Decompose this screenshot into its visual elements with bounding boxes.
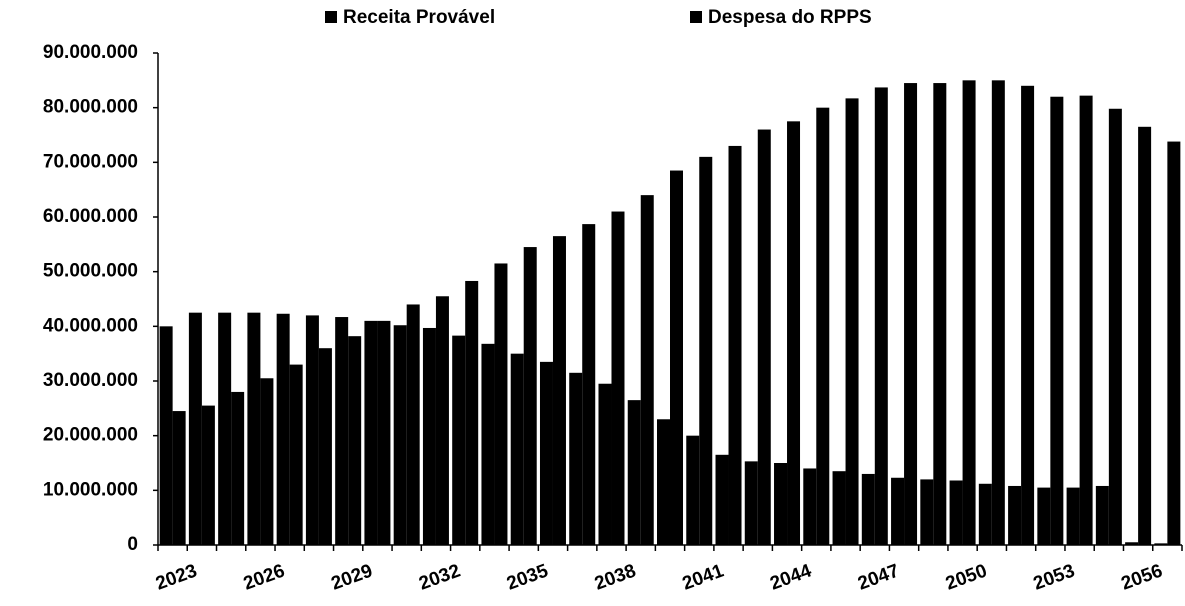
- bar: [218, 312, 232, 545]
- bar: [1167, 141, 1181, 545]
- bar: [978, 483, 992, 545]
- bar: [276, 313, 290, 545]
- bar: [510, 353, 524, 545]
- legend-swatch: [690, 11, 702, 23]
- bar: [920, 479, 934, 545]
- bar: [481, 343, 495, 545]
- y-tick-label: 60.000.000: [43, 206, 138, 227]
- y-tick-label: 20.000.000: [43, 425, 138, 446]
- bar: [435, 296, 449, 545]
- y-tick-label: 40.000.000: [43, 315, 138, 336]
- bar: [422, 327, 436, 545]
- x-tick-label: 2029: [329, 560, 376, 594]
- bar: [552, 236, 566, 545]
- x-tick-label: 2038: [592, 560, 639, 594]
- bar: [670, 170, 683, 546]
- bar: [201, 405, 215, 545]
- bar: [787, 121, 801, 545]
- bar: [728, 145, 742, 545]
- bar: [494, 263, 508, 545]
- bar: [757, 129, 771, 546]
- bar: [832, 471, 846, 545]
- bar: [891, 477, 905, 545]
- bar: [159, 326, 173, 545]
- x-tick-label: 2050: [943, 560, 990, 594]
- bar: [904, 83, 918, 546]
- bar: [744, 461, 758, 545]
- bar: [598, 383, 612, 545]
- bar: [991, 80, 1005, 545]
- x-tick-label: 2053: [1031, 560, 1078, 594]
- bar: [582, 224, 596, 545]
- bar: [1079, 95, 1093, 545]
- bar: [699, 156, 713, 545]
- y-tick-label: 30.000.000: [43, 370, 138, 391]
- bar: [611, 211, 625, 546]
- bar: [247, 312, 261, 545]
- bar: [569, 372, 583, 545]
- legend-label: Receita Provável: [343, 7, 495, 28]
- bar: [640, 195, 654, 545]
- bar: [348, 336, 362, 545]
- bar: [627, 400, 641, 545]
- bar: [803, 468, 817, 545]
- bar: [1108, 108, 1122, 545]
- bar: [523, 247, 537, 546]
- bar: [715, 454, 729, 545]
- x-tick-label: 2041: [680, 560, 727, 594]
- bar: [962, 80, 976, 545]
- bar: [406, 304, 420, 545]
- bar: [289, 364, 303, 545]
- bar: [933, 83, 947, 546]
- bar: [1008, 485, 1022, 545]
- y-tick-label: 90.000.000: [43, 42, 138, 63]
- bar: [1154, 543, 1168, 545]
- bar: [774, 463, 788, 545]
- x-tick-label: 2044: [767, 560, 814, 594]
- legend-swatch: [325, 11, 337, 23]
- bar: [686, 435, 700, 545]
- y-tick-label: 80.000.000: [43, 97, 138, 118]
- bar: [1021, 85, 1035, 546]
- bar: [1125, 542, 1139, 545]
- bar: [335, 317, 349, 545]
- bar: [1095, 485, 1109, 545]
- x-tick-label: 2035: [504, 560, 551, 594]
- bar: [318, 348, 332, 545]
- legend-label: Despesa do RPPS: [708, 7, 872, 28]
- bar: [539, 361, 553, 545]
- bar: [465, 280, 479, 545]
- bar: [452, 335, 466, 545]
- bar: [1037, 487, 1051, 545]
- bar: [1050, 96, 1064, 545]
- bar: [1066, 487, 1080, 545]
- bar: [260, 378, 274, 545]
- y-tick-label: 10.000.000: [43, 479, 138, 500]
- y-tick-label: 70.000.000: [43, 151, 138, 172]
- bar: [949, 480, 963, 545]
- bar: [874, 87, 888, 545]
- x-tick-label: 2026: [241, 560, 288, 594]
- x-tick-label: 2023: [153, 560, 200, 594]
- x-tick-label: 2047: [855, 560, 902, 594]
- y-tick-label: 0: [127, 534, 138, 555]
- x-tick-label: 2056: [1118, 560, 1165, 594]
- bar: [305, 315, 319, 545]
- bar: [657, 419, 670, 545]
- bar: [172, 411, 186, 545]
- bar: [364, 320, 378, 545]
- bar: [377, 320, 391, 545]
- bar: [188, 312, 202, 545]
- bar: [393, 325, 407, 545]
- bar: [1138, 126, 1152, 546]
- bar: [231, 391, 245, 545]
- bar: [845, 98, 859, 545]
- bar: [816, 107, 830, 546]
- y-tick-label: 50.000.000: [43, 261, 138, 282]
- x-tick-label: 2032: [416, 560, 463, 594]
- bar: [861, 473, 875, 545]
